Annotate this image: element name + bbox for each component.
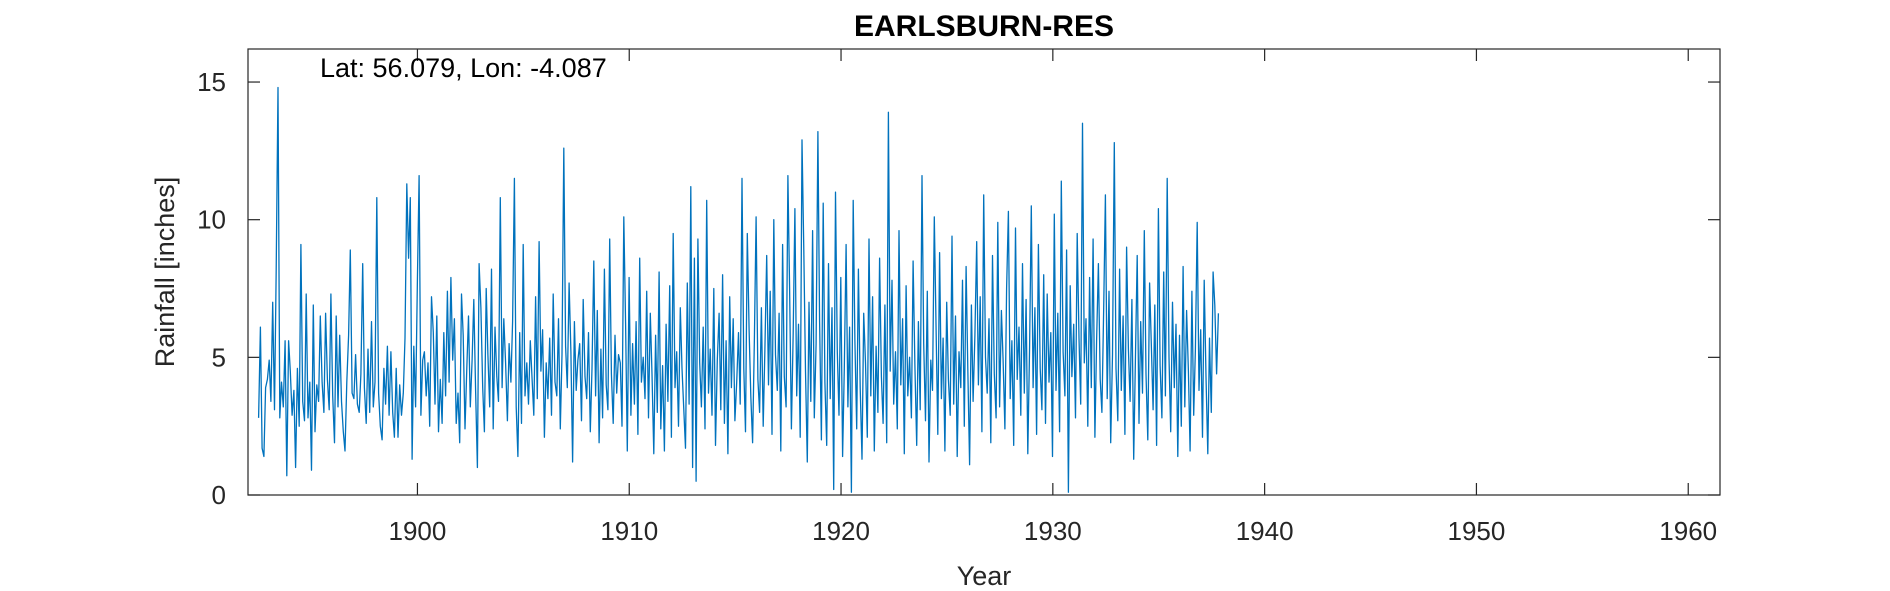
axis-ticks [248, 49, 1720, 496]
x-tick-label-1930: 1930 [1024, 516, 1082, 546]
y-tick-label-0: 0 [212, 480, 226, 510]
y-tick-label-5: 5 [212, 342, 226, 372]
x-tick-label-1920: 1920 [812, 516, 870, 546]
axis-tick-labels: 1900 1910 1920 1930 1940 1950 1960 0 5 10 15 [197, 67, 1717, 546]
y-tick-label-15: 15 [197, 67, 226, 97]
chart-title: EARLSBURN-RES [854, 10, 1114, 43]
series-layer [257, 86, 1220, 493]
x-tick-label-1910: 1910 [600, 516, 658, 546]
y-axis-label: Rainfall [inches] [150, 177, 180, 368]
series-line-0 [257, 86, 1220, 493]
x-axis-label: Year [957, 561, 1012, 591]
location-annotation: Lat: 56.079, Lon: -4.087 [320, 53, 607, 83]
x-tick-label-1900: 1900 [389, 516, 447, 546]
y-tick-label-10: 10 [197, 205, 226, 235]
x-tick-label-1940: 1940 [1236, 516, 1294, 546]
x-tick-label-1950: 1950 [1448, 516, 1506, 546]
x-tick-label-1960: 1960 [1659, 516, 1717, 546]
